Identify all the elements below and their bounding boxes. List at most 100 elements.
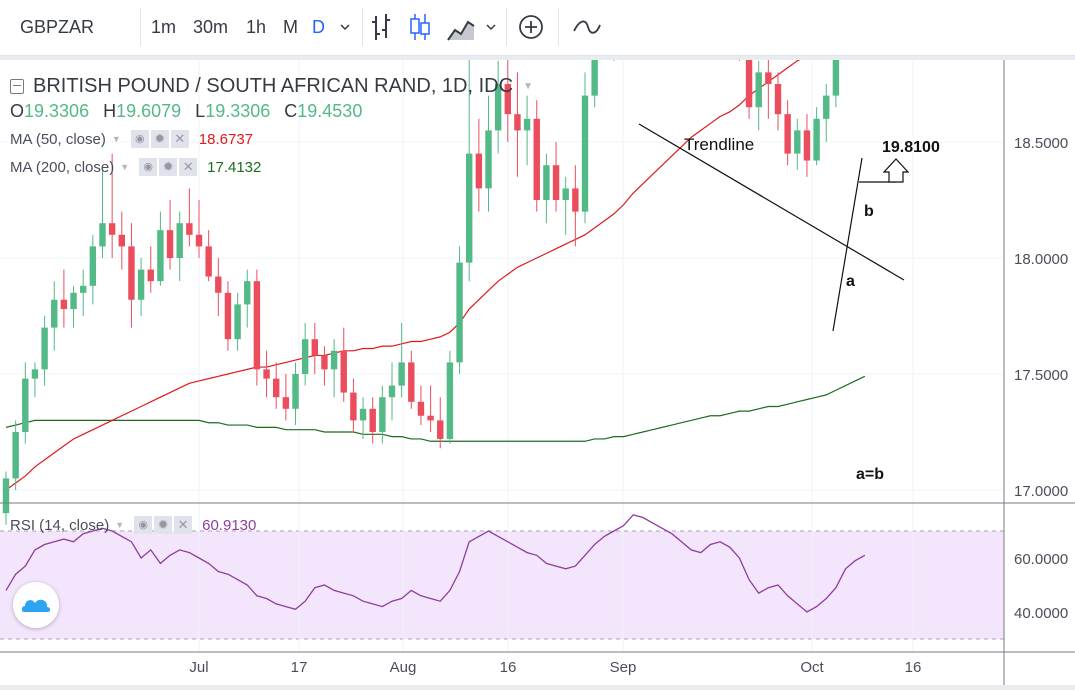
candle-body bbox=[543, 165, 550, 200]
candle-body bbox=[755, 72, 762, 108]
candle-body bbox=[176, 223, 183, 258]
annotations: Trendline 19.8100 a b a=b bbox=[638, 123, 940, 483]
candle-body bbox=[282, 397, 290, 409]
candle-body bbox=[456, 262, 463, 363]
candle-body bbox=[745, 49, 753, 108]
candle-body bbox=[234, 304, 241, 340]
close-value: 19.4530 bbox=[297, 101, 363, 121]
ma200-settings-icons[interactable]: ◉ ✹ ✕ bbox=[139, 158, 198, 176]
close-icon[interactable]: ✕ bbox=[179, 158, 198, 176]
rsi-line bbox=[5, 514, 866, 613]
candle-body bbox=[118, 234, 125, 247]
ma50-settings-icons[interactable]: ◉ ✹ ✕ bbox=[130, 130, 189, 148]
gear-icon[interactable]: ✹ bbox=[150, 130, 169, 148]
candle-body bbox=[292, 374, 299, 409]
trendline-label: Trendline bbox=[684, 135, 754, 154]
ma50-dropdown-chevron-icon[interactable]: ▼ bbox=[111, 134, 121, 144]
time-tick-label: Aug bbox=[390, 659, 417, 676]
target-price-label: 19.8100 bbox=[882, 139, 940, 156]
candle-body bbox=[523, 118, 531, 131]
close-icon[interactable]: ✕ bbox=[174, 516, 193, 534]
candle-body bbox=[128, 246, 135, 300]
gear-icon[interactable]: ✹ bbox=[154, 516, 173, 534]
candle-body bbox=[514, 114, 521, 131]
candle-body bbox=[350, 392, 357, 421]
interval-dropdown-chevron-icon[interactable] bbox=[338, 0, 352, 55]
chart-type-dropdown-chevron-icon[interactable] bbox=[484, 0, 498, 55]
interval-1h-button[interactable]: 1h bbox=[246, 17, 267, 37]
candle-body bbox=[205, 246, 212, 277]
high-label: H bbox=[103, 101, 117, 121]
candle-body bbox=[157, 230, 164, 282]
trendline[interactable] bbox=[638, 123, 905, 281]
ma50-label: MA (50, close) bbox=[10, 130, 106, 148]
rsi-dropdown-chevron-icon[interactable]: ▼ bbox=[115, 520, 125, 530]
price-tick-label: 18.0000 bbox=[1014, 251, 1068, 268]
candle-body bbox=[485, 130, 492, 189]
ma200-row: MA (200, close) ▼ ◉ ✹ ✕ 17.4132 bbox=[10, 153, 533, 181]
candle-body bbox=[437, 420, 444, 439]
title-dropdown-chevron-icon[interactable]: ▼ bbox=[523, 80, 533, 92]
candle-body bbox=[263, 369, 270, 379]
candle-body bbox=[99, 223, 106, 247]
toolbar-separator bbox=[558, 8, 559, 46]
candle-body bbox=[388, 385, 396, 398]
toolbar-separator bbox=[140, 8, 141, 46]
ma200-value: 17.4132 bbox=[207, 158, 262, 176]
compare-wave-icon[interactable] bbox=[572, 0, 602, 55]
interval-month-button[interactable]: M bbox=[283, 17, 298, 37]
symbol-search[interactable]: GBPZAR bbox=[20, 17, 95, 37]
grid bbox=[0, 25, 1004, 652]
interval-1m-button[interactable]: 1m bbox=[151, 17, 177, 37]
candle-body bbox=[137, 269, 145, 300]
time-tick-label: Jul bbox=[189, 659, 208, 676]
toolbar-separator bbox=[506, 8, 507, 46]
candle-body bbox=[186, 223, 193, 235]
candle-body bbox=[774, 84, 782, 115]
candle-body bbox=[533, 118, 540, 200]
candle-body bbox=[359, 408, 367, 421]
eye-icon[interactable]: ◉ bbox=[139, 158, 158, 176]
candle-body bbox=[70, 292, 77, 310]
rsi-settings-icons[interactable]: ◉ ✹ ✕ bbox=[134, 516, 193, 534]
add-indicator-plus-icon[interactable] bbox=[518, 0, 544, 55]
candle-body bbox=[108, 223, 116, 235]
candle-body bbox=[765, 72, 772, 84]
candle-body bbox=[803, 130, 811, 161]
chart-title: BRITISH POUND / SOUTH AFRICAN RAND, 1D, … bbox=[33, 74, 514, 97]
ma50-line bbox=[5, 20, 866, 491]
close-label: C bbox=[284, 101, 298, 121]
projection-line[interactable] bbox=[832, 157, 863, 332]
tradingview-logo[interactable] bbox=[13, 582, 59, 628]
eye-icon[interactable]: ◉ bbox=[134, 516, 153, 534]
candle-body bbox=[504, 84, 511, 115]
close-icon[interactable]: ✕ bbox=[170, 130, 189, 148]
bars-chart-type-icon[interactable] bbox=[370, 0, 394, 55]
time-tick-label: 16 bbox=[500, 659, 517, 676]
candle-body bbox=[41, 327, 48, 370]
interval-day-button[interactable]: D bbox=[312, 17, 325, 37]
area-chart-type-icon[interactable] bbox=[446, 0, 476, 55]
rsi-tick-label: 60.0000 bbox=[1014, 551, 1068, 568]
candle-body bbox=[823, 95, 830, 119]
candle-body bbox=[340, 350, 347, 393]
ma200-dropdown-chevron-icon[interactable]: ▼ bbox=[120, 162, 130, 172]
gear-icon[interactable]: ✹ bbox=[159, 158, 178, 176]
candle-body bbox=[446, 362, 454, 439]
rsi-legend: RSI (14, close) ▼ ◉ ✹ ✕ 60.9130 bbox=[10, 514, 256, 536]
candle-body bbox=[2, 478, 10, 514]
interval-30m-button[interactable]: 30m bbox=[193, 17, 229, 37]
candle-body bbox=[832, 44, 840, 96]
candle-body bbox=[195, 234, 203, 247]
candles-chart-type-icon[interactable] bbox=[408, 0, 432, 55]
candle-body bbox=[427, 415, 434, 421]
candle-body bbox=[89, 246, 97, 286]
candle-body bbox=[253, 281, 261, 370]
legend-title-row: BRITISH POUND / SOUTH AFRICAN RAND, 1D, … bbox=[10, 74, 533, 98]
eye-icon[interactable]: ◉ bbox=[130, 130, 149, 148]
collapse-legend-icon[interactable] bbox=[10, 78, 24, 94]
candle-body bbox=[80, 285, 87, 293]
time-tick-label: 16 bbox=[905, 659, 922, 676]
time-tick-label: Oct bbox=[800, 659, 824, 676]
